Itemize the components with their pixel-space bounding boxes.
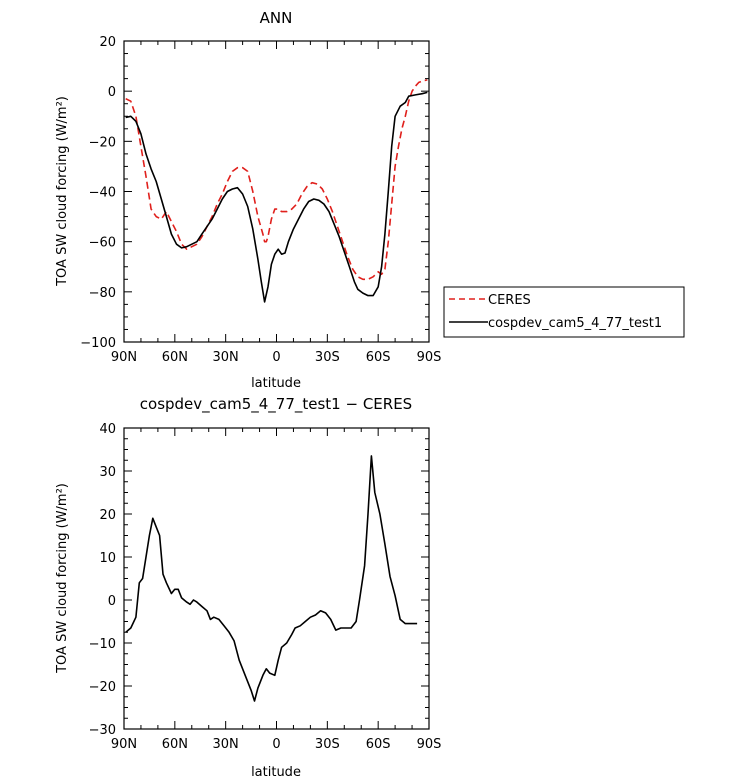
panel-title: cospdev_cam5_4_77_test1 − CERES — [140, 395, 412, 414]
x-tick-label: 0 — [272, 737, 280, 752]
x-tick-label: 90N — [111, 737, 137, 752]
x-axis-label: latitude — [251, 376, 301, 391]
series-line-difference — [125, 455, 418, 702]
y-tick-label: −60 — [89, 236, 116, 251]
y-tick-label: −100 — [80, 336, 116, 351]
y-tick-label: 0 — [108, 594, 116, 609]
series-line-cospdev-cam5-4-77-test1 — [125, 91, 428, 303]
series-line-ceres — [125, 79, 428, 281]
y-axis-label: TOA SW cloud forcing (W/m²) — [55, 483, 70, 674]
y-tick-label: −30 — [89, 723, 116, 738]
x-tick-label: 0 — [272, 350, 280, 365]
plot-frame — [123, 40, 430, 343]
y-tick-label: 20 — [99, 508, 116, 523]
x-tick-label: 60S — [366, 350, 391, 365]
legend-label-ceres: CERES — [488, 293, 531, 308]
y-tick-label: −10 — [89, 637, 116, 652]
y-axis-label: TOA SW cloud forcing (W/m²) — [55, 96, 70, 287]
y-tick-label: 10 — [99, 551, 116, 566]
x-tick-label: 60S — [366, 737, 391, 752]
plot-frame — [123, 427, 430, 730]
x-tick-label: 30N — [213, 350, 239, 365]
x-tick-label: 30S — [315, 350, 340, 365]
panel-title: ANN — [260, 9, 293, 27]
x-tick-label: 30S — [315, 737, 340, 752]
legend-box — [443, 286, 685, 338]
y-tick-label: 20 — [99, 35, 116, 50]
y-tick-label: 30 — [99, 465, 116, 480]
y-tick-label: 40 — [99, 422, 116, 437]
y-tick-label: 0 — [108, 85, 116, 100]
legend-label-model: cospdev_cam5_4_77_test1 — [488, 316, 662, 331]
x-tick-label: 60N — [162, 350, 188, 365]
x-tick-label: 90N — [111, 350, 137, 365]
x-tick-label: 90S — [417, 737, 442, 752]
x-tick-label: 30N — [213, 737, 239, 752]
y-tick-label: −20 — [89, 135, 116, 150]
y-tick-label: −80 — [89, 286, 116, 301]
y-tick-label: −40 — [89, 186, 116, 201]
x-tick-label: 60N — [162, 737, 188, 752]
x-tick-label: 90S — [417, 350, 442, 365]
legend: CERES cospdev_cam5_4_77_test1 — [443, 286, 685, 338]
panel-annual-forcing: ANN 90N 60N 30N 0 30S 60S 90S 20 0 −20 −40 −60 −80 −1… — [55, 9, 685, 391]
y-tick-label: −20 — [89, 680, 116, 695]
x-axis-label: latitude — [251, 765, 301, 780]
panel-difference: cospdev_cam5_4_77_test1 − CERES 90N 60N 30… — [55, 395, 441, 780]
